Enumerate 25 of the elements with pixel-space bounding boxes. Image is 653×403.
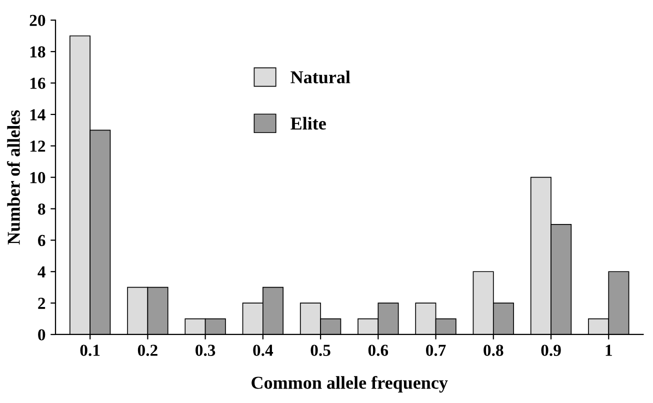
y-tick-label: 2 — [38, 298, 46, 309]
y-tick-label: 14 — [30, 109, 46, 120]
y-axis-title: Number of alleles — [7, 110, 20, 245]
y-tick-label: 0 — [38, 329, 46, 340]
legend-label: Natural — [290, 70, 350, 84]
y-tick-label: 12 — [30, 140, 46, 152]
y-tick-label: 18 — [30, 46, 46, 58]
x-tick-label: 0.3 — [196, 344, 216, 356]
x-tick-label: 0.5 — [310, 344, 330, 356]
x-tick-label: 0.7 — [426, 344, 446, 356]
x-tick-label: 0.2 — [138, 344, 158, 356]
x-tick-label: 0.9 — [541, 344, 561, 356]
y-tick-label: 4 — [38, 266, 46, 278]
y-tick-label: 20 — [30, 14, 46, 26]
y-tick-label: 6 — [38, 234, 46, 246]
x-tick-label: 1 — [606, 344, 612, 356]
x-tick-label: 0.4 — [253, 344, 274, 356]
x-axis-title: Common allele frequency — [252, 376, 448, 393]
x-tick-label: 0.1 — [80, 344, 100, 356]
y-tick-label: 10 — [30, 172, 46, 184]
y-tick-label: 16 — [30, 78, 46, 89]
x-tick-label: 0.6 — [368, 344, 388, 356]
y-tick-label: 8 — [38, 203, 46, 215]
x-tick-label: 0.8 — [484, 344, 504, 356]
legend-label: Elite — [290, 116, 326, 130]
